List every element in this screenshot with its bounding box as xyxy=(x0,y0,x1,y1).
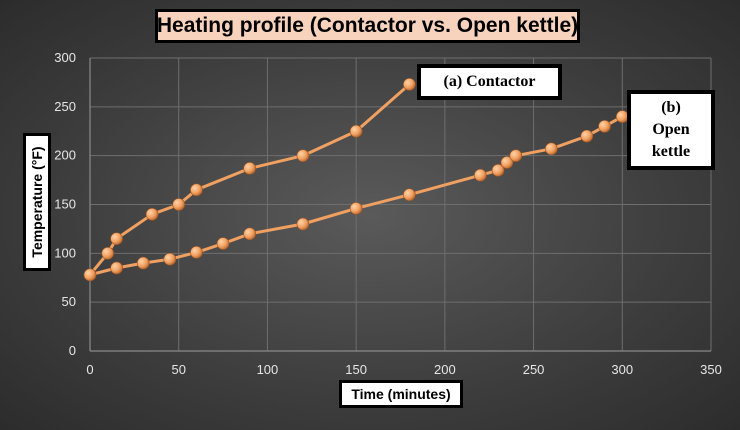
y-tick-label: 200 xyxy=(54,148,76,163)
data-point xyxy=(296,149,310,162)
data-point xyxy=(491,164,505,177)
data-point xyxy=(83,268,97,282)
tick-labels: 0 50 100 150 200 250 300 0 50 100 150 200 250 300 350 xyxy=(54,50,722,377)
series-line-0 xyxy=(88,83,411,276)
data-point xyxy=(110,261,123,275)
data-point xyxy=(296,217,310,231)
x-tick-label: 250 xyxy=(523,362,545,377)
data-point xyxy=(190,246,203,259)
data-point xyxy=(243,227,256,241)
data-point xyxy=(509,149,523,162)
annotation-open-kettle-line-2: Open xyxy=(652,121,690,138)
data-point xyxy=(349,202,363,215)
y-tick-label: 300 xyxy=(54,50,76,65)
annotation-open-kettle-line-1: (b) xyxy=(661,99,681,116)
data-point xyxy=(474,168,487,182)
y-axis-label: Temperature (°F) xyxy=(29,146,45,258)
data-point xyxy=(545,142,558,156)
x-axis-label: Time (minutes) xyxy=(339,380,463,408)
annotation-open-kettle-line-3: kettle xyxy=(651,143,691,160)
y-tick-label: 50 xyxy=(62,294,76,309)
data-point xyxy=(190,183,203,197)
data-point xyxy=(598,120,611,133)
y-tick-label: 150 xyxy=(54,197,76,212)
data-point xyxy=(163,252,177,266)
data-point xyxy=(136,256,150,270)
axes xyxy=(89,58,711,352)
data-point xyxy=(145,207,159,221)
y-tick-label: 0 xyxy=(69,343,76,358)
series-markers xyxy=(83,78,629,282)
data-point xyxy=(243,162,256,175)
data-point xyxy=(500,156,514,169)
y-tick-label: 100 xyxy=(54,245,76,260)
data-point xyxy=(172,198,186,211)
data-point xyxy=(216,237,230,250)
x-tick-label: 200 xyxy=(434,362,456,377)
annotation-contactor-text: (a) Contactor xyxy=(443,73,536,90)
x-tick-label: 50 xyxy=(171,362,185,377)
data-point xyxy=(110,232,123,245)
annotation-contactor: (a) Contactor xyxy=(417,64,562,100)
y-axis-label-box: Temperature (°F) xyxy=(23,133,51,271)
data-point xyxy=(403,78,416,91)
y-tick-label: 250 xyxy=(54,99,76,114)
chart-title: Heating profile (Contactor vs. Open kett… xyxy=(155,9,580,43)
x-tick-label: 100 xyxy=(257,362,279,377)
x-tick-label: 300 xyxy=(611,362,633,377)
data-point xyxy=(101,247,115,260)
x-tick-label: 350 xyxy=(700,362,722,377)
x-tick-label: 150 xyxy=(345,362,367,377)
x-tick-label: 0 xyxy=(86,362,93,377)
annotation-open-kettle: (b) Open kettle xyxy=(627,90,715,170)
data-point xyxy=(580,129,594,143)
data-point xyxy=(403,188,416,202)
data-point xyxy=(349,124,363,138)
